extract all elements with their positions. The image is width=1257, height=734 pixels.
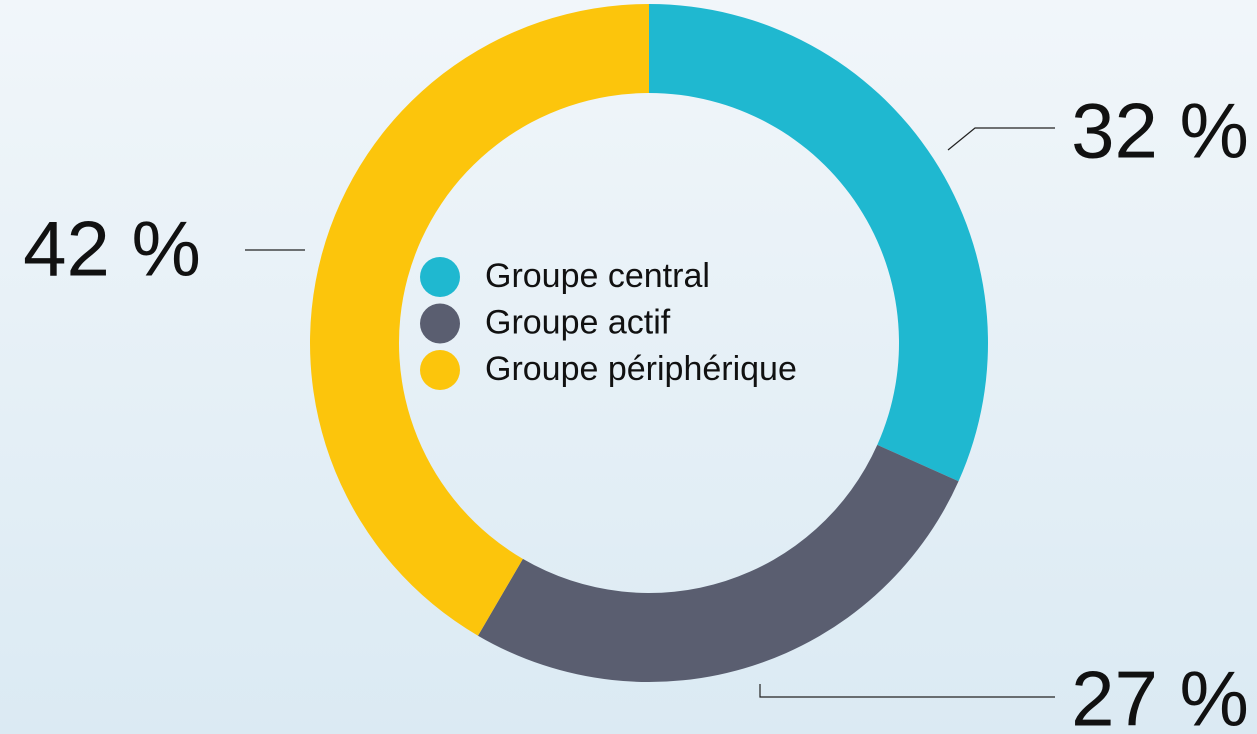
donut-slice [477, 444, 959, 682]
leader-line [947, 127, 1055, 151]
value-label: 42 % [23, 205, 201, 293]
value-label: 27 % [1071, 655, 1249, 734]
donut-slice [649, 4, 988, 482]
value-label: 32 % [1071, 87, 1249, 175]
legend-label: Groupe actif [485, 303, 671, 341]
legend-swatch [420, 303, 460, 344]
legend-swatch [420, 257, 460, 297]
legend-swatch [420, 350, 460, 390]
leader-line [759, 684, 1055, 698]
legend-label: Groupe central [485, 257, 710, 295]
donut-slice [310, 4, 649, 636]
legend-label: Groupe périphérique [485, 350, 797, 388]
